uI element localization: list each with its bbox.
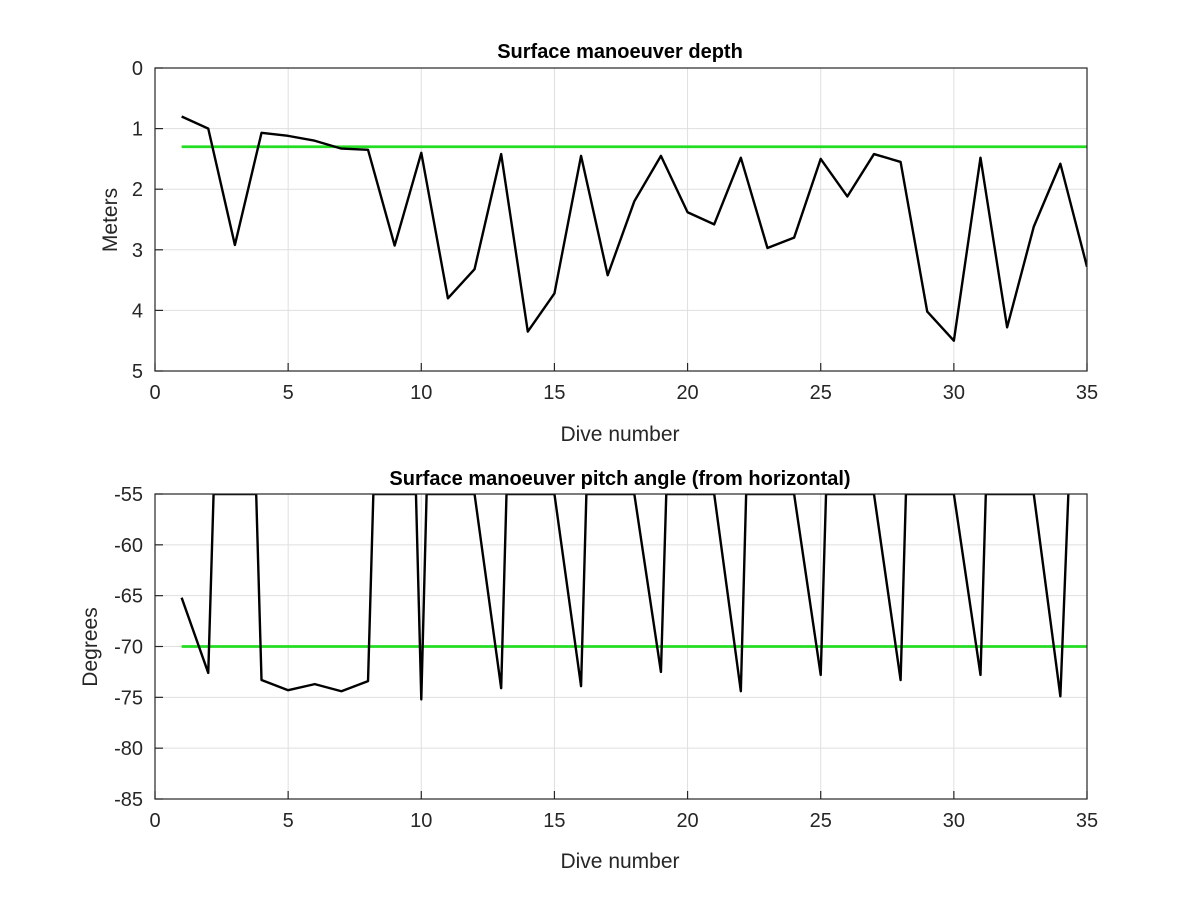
depth-plot-xlabel: Dive number [560, 423, 679, 446]
pitch-plot-xtick-label: 25 [810, 810, 832, 832]
depth-plot-ytick-label: 2 [132, 179, 143, 201]
depth-plot-axes-box [154, 67, 1088, 372]
pitch-plot-ytick-label: -70 [114, 637, 143, 659]
depth-plot-ytick-label: 5 [132, 361, 143, 383]
pitch-plot-xtick-label: 0 [149, 810, 160, 832]
pitch-plot-ytick-label: -55 [114, 484, 143, 506]
pitch-plot-title: Surface manoeuver pitch angle (from hori… [389, 468, 850, 490]
pitch-plot-ylabel: Degrees [79, 607, 102, 686]
pitch-plot-xtick-label: 5 [283, 810, 294, 832]
depth-plot: Surface manoeuver depth Dive number Mete… [99, 41, 1098, 446]
pitch-plot-ytick-label: -75 [114, 687, 143, 709]
pitch-plot-xtick-label: 30 [943, 810, 965, 832]
depth-plot-xtick-label: 0 [149, 382, 160, 404]
depth-plot-ytick-label: 4 [132, 300, 143, 322]
pitch-plot-xtick-label: 10 [410, 810, 432, 832]
depth-plot-title: Surface manoeuver depth [497, 41, 743, 63]
depth-plot-grid [154, 67, 1088, 372]
depth-plot-data-line [181, 115, 1087, 342]
pitch-plot-ticks: 0 5 10 15 20 25 30 35 -55 -60 -65 -70 -75 -80 -85 [114, 484, 1098, 832]
pitch-plot: Surface manoeuver pitch angle (from hori… [79, 468, 1098, 873]
pitch-plot-data-line [180, 494, 1070, 701]
pitch-plot-xtick-label: 35 [1076, 810, 1098, 832]
depth-plot-ytick-label: 3 [132, 240, 143, 262]
depth-plot-xtick-label: 20 [676, 382, 698, 404]
depth-plot-xtick-label: 15 [543, 382, 565, 404]
depth-plot-ytick-label: 1 [132, 119, 143, 141]
pitch-plot-ytick-label: -60 [114, 535, 143, 557]
pitch-plot-xlabel: Dive number [560, 850, 679, 873]
pitch-plot-ytick-label: -65 [114, 586, 143, 608]
depth-plot-xtick-label: 35 [1076, 382, 1098, 404]
pitch-plot-ytick-label: -80 [114, 738, 143, 760]
pitch-plot-series [180, 494, 1087, 701]
depth-plot-series [181, 115, 1087, 342]
depth-plot-ytick-label: 0 [132, 58, 143, 80]
pitch-plot-ytick-label: -85 [114, 789, 143, 811]
pitch-plot-xtick-label: 15 [543, 810, 565, 832]
depth-plot-xtick-label: 25 [810, 382, 832, 404]
pitch-plot-xtick-label: 20 [676, 810, 698, 832]
depth-plot-ylabel: Meters [99, 188, 122, 252]
depth-plot-xtick-label: 10 [410, 382, 432, 404]
depth-plot-xtick-label: 30 [943, 382, 965, 404]
depth-plot-xtick-label: 5 [283, 382, 294, 404]
